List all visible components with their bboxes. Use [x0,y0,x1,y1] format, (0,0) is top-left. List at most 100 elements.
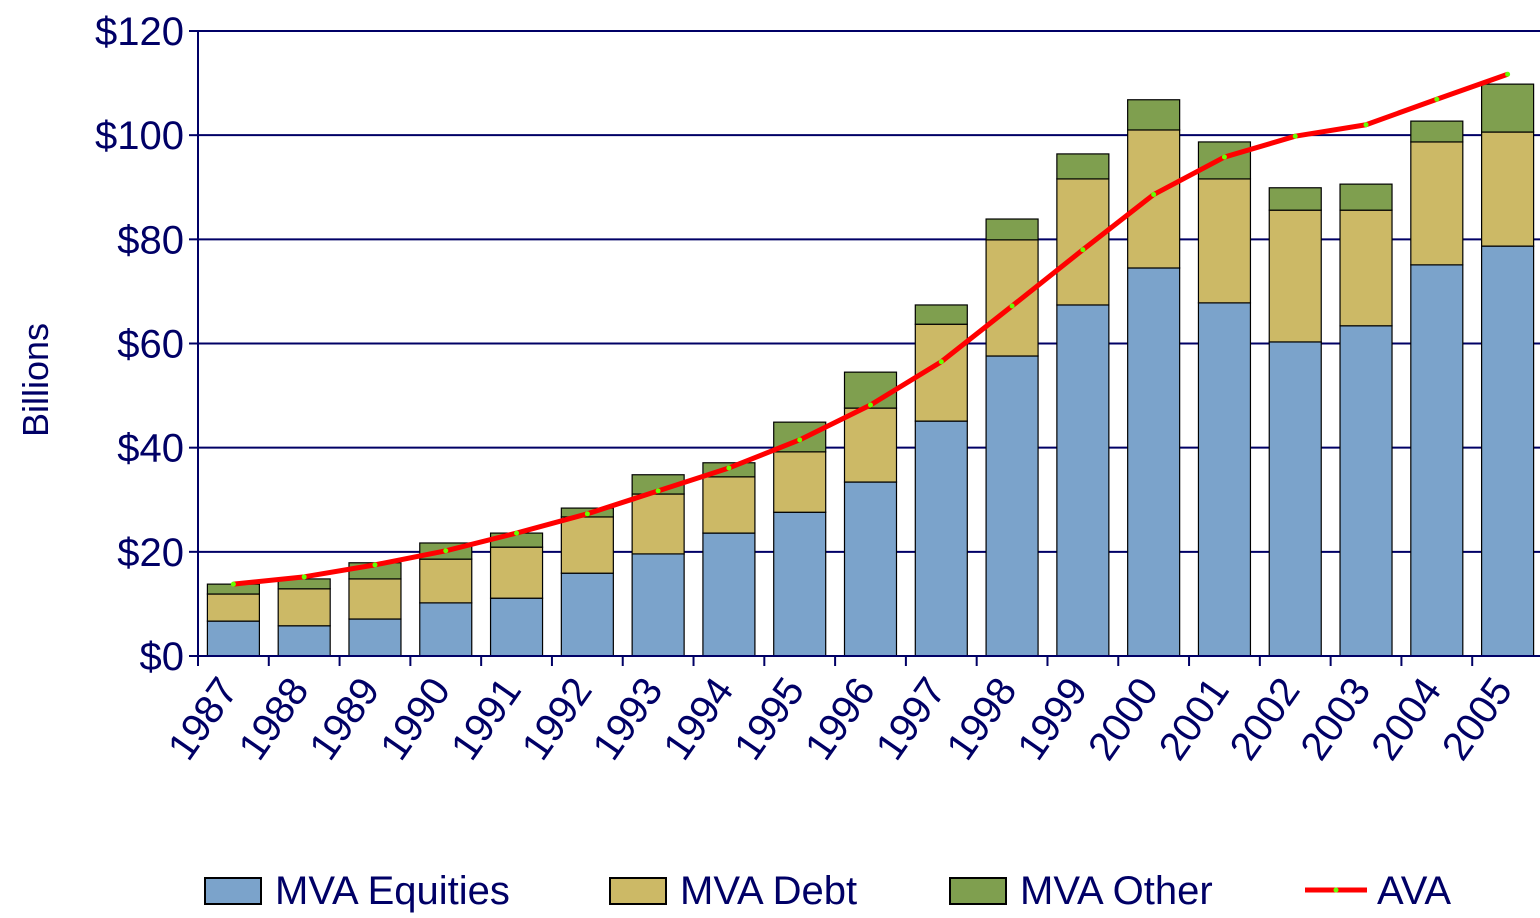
legend-marker [1333,887,1339,893]
bar-segment [1127,99,1181,131]
bar-segment [843,481,898,657]
bar-segment [1056,178,1110,306]
line-marker [372,562,378,568]
bar-segment [1481,83,1535,133]
x-tick-label: 1988 [230,670,317,768]
bar-segment [914,420,968,657]
y-tick-label: $20 [117,531,184,575]
bar-segment [1127,129,1181,269]
x-tick-label: 2003 [1292,670,1379,768]
bar-segment [277,588,331,627]
line-marker [726,465,732,471]
y-tick-label: $0 [140,635,185,679]
bar-segment [1481,245,1535,657]
bar-segment [1339,183,1393,211]
bar-segment [985,239,1039,357]
bar-segment [1197,178,1252,304]
line-marker [301,574,307,580]
line-marker [1151,192,1157,198]
legend-label: AVA [1377,869,1451,913]
bar-segment [1127,267,1181,657]
bar-segment [985,218,1039,241]
bar-segment [1410,264,1464,657]
line-marker [868,402,873,408]
x-tick-label: 1993 [584,670,671,768]
y-tick-label: $100 [95,114,184,158]
line-marker [584,511,590,517]
bar-segment [1056,153,1110,180]
x-tick-label: 1997 [868,670,955,768]
bar-segment [1268,341,1322,657]
x-tick-label: 2001 [1151,670,1238,768]
bar-segment [277,625,331,657]
line-marker [443,548,449,554]
bar-segment [631,553,685,657]
line-marker [1363,122,1369,128]
x-tick-label: 1991 [443,670,530,768]
line-marker [938,359,944,365]
line-marker [1221,154,1227,160]
x-tick-label: 2000 [1080,670,1167,768]
legend-swatch [949,877,1007,905]
bar-segment [843,407,898,483]
bar-segment [560,516,614,574]
x-tick-label: 1998 [938,670,1025,768]
bar-segment [631,493,685,555]
line-marker [230,581,236,587]
legend-label: MVA Equities [275,869,510,913]
bar-segment [489,546,544,599]
line-marker [514,530,520,536]
line-marker [1009,303,1015,309]
x-tick-label: 1987 [160,670,247,768]
x-tick-label: 2002 [1222,670,1309,768]
bar-segment [773,451,827,513]
bar-segment [1339,325,1393,657]
bar-segment [1339,209,1393,327]
y-axis-label: Billions [15,323,56,437]
bar-segment [1197,302,1252,657]
x-tick-label: 1995 [726,670,813,768]
line-marker [1434,96,1440,102]
bar-segment [1481,131,1535,247]
bar-segment [914,304,968,325]
legend-label: MVA Other [1020,869,1213,913]
bar-segment [1268,187,1322,211]
bar-segment [1268,209,1322,343]
bar-segment [206,620,260,657]
x-tick-label: 1989 [301,670,388,768]
bar-segment [348,618,402,657]
y-tick-label: $80 [117,218,184,262]
x-tick-label: 1992 [514,670,601,768]
bar-segment [206,593,260,622]
bar-segment [702,532,756,657]
x-tick-label: 1994 [655,670,742,768]
x-tick-label: 1996 [797,670,884,768]
bar-segment [489,597,544,657]
bar-segment [702,476,756,534]
y-tick-label: $60 [117,323,184,367]
x-tick-label: 1999 [1009,670,1096,768]
legend-swatch [204,877,262,905]
line-marker [1292,133,1298,139]
x-tick-label: 1990 [372,670,459,768]
bar-segment [419,558,473,604]
x-tick-label: 2004 [1363,670,1450,768]
bar-segment [1410,120,1464,143]
y-tick-label: $40 [117,427,184,471]
bar-segment [419,602,473,657]
x-tick-label: 2005 [1434,670,1521,768]
bar-segment [560,572,614,657]
bar-segment [985,355,1039,657]
line-marker [1080,247,1086,253]
legend-swatch [609,877,667,905]
bar-segment [773,511,827,657]
bar-segment [1197,141,1252,180]
bar-segment [1410,141,1464,266]
line-marker [797,437,803,443]
bar-segment [348,578,402,620]
y-tick-label: $120 [95,10,184,54]
bar-segment [1056,304,1110,657]
legend-label: MVA Debt [680,869,857,913]
